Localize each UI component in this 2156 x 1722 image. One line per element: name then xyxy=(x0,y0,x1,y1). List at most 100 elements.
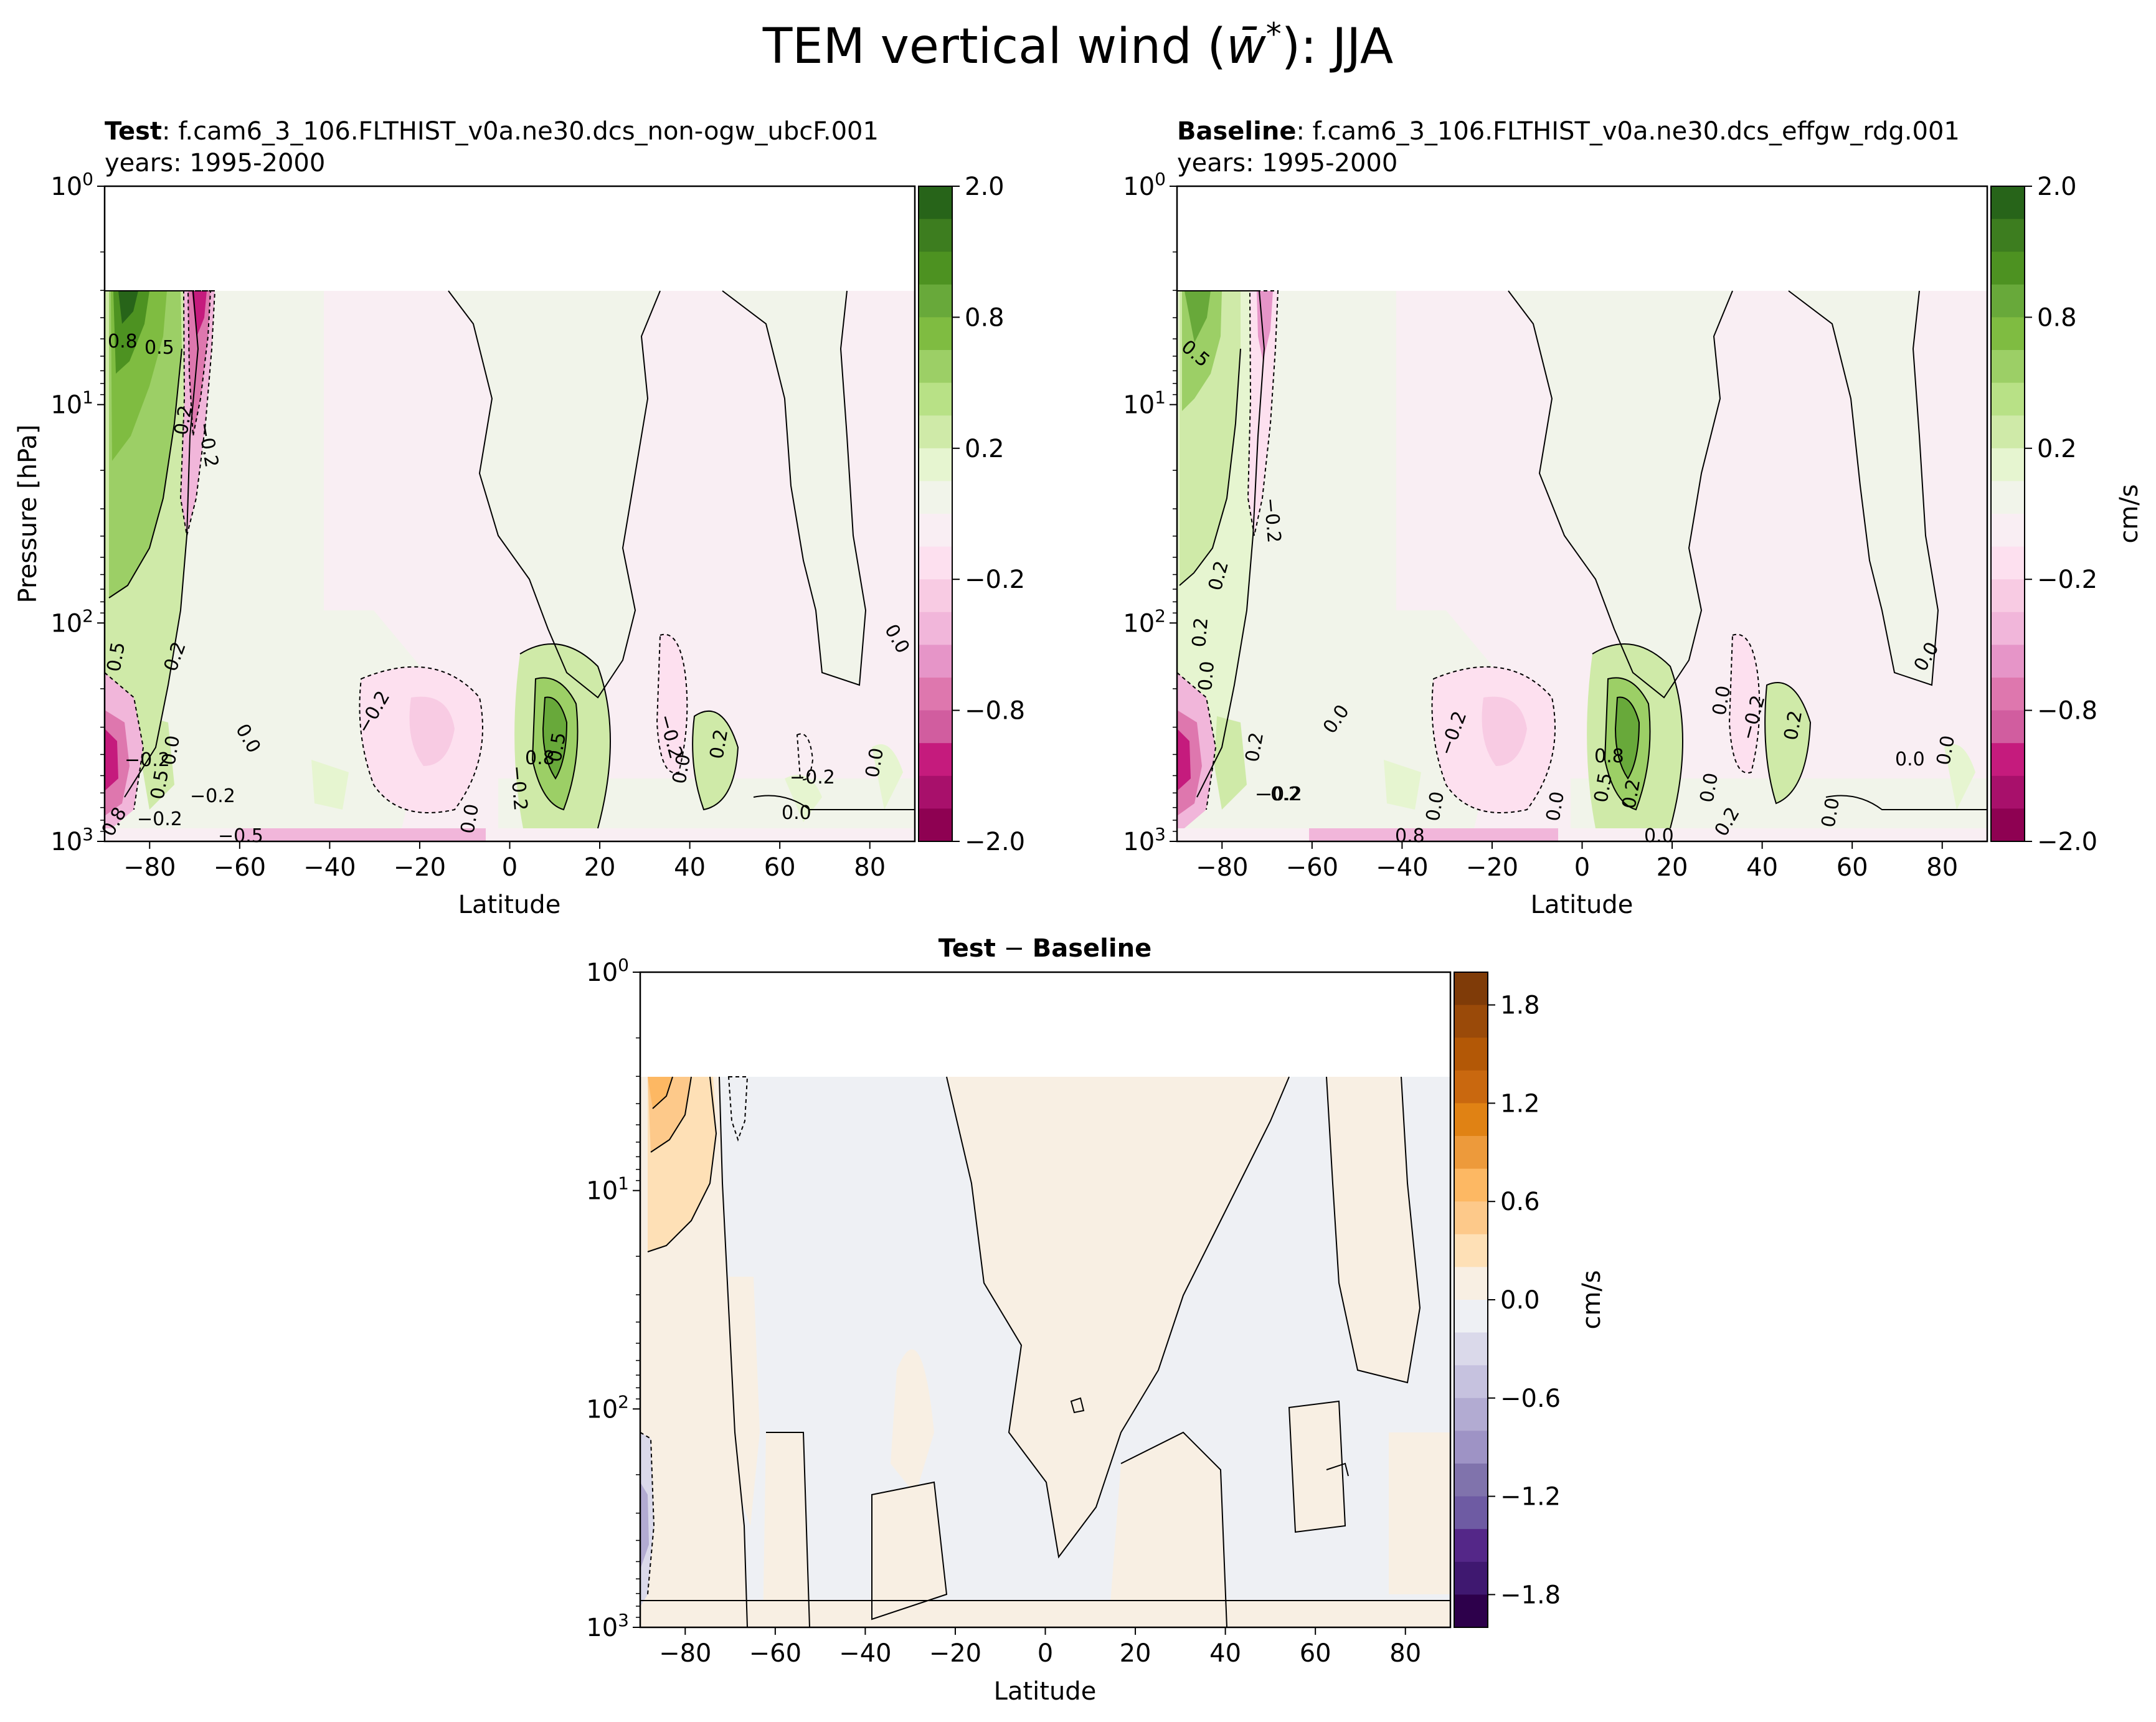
x-tick-label: 80 xyxy=(1926,853,1958,882)
y-tick-label: 102 xyxy=(586,1391,629,1424)
y-tick-label: 100 xyxy=(50,169,93,202)
colorbar-swatch xyxy=(919,743,952,777)
diff-colorbar-label: cm/s xyxy=(1577,1270,1606,1329)
colorbar-swatch xyxy=(1454,972,1488,1006)
baseline-clabel: 0.5 xyxy=(1590,771,1617,804)
colorbar-swatch xyxy=(919,678,952,711)
x-tick-label: 20 xyxy=(584,853,616,882)
colorbar-swatch xyxy=(1991,350,2025,384)
x-tick-label: 0 xyxy=(1038,1639,1053,1668)
y-tick-label: 101 xyxy=(50,387,93,420)
x-tick-label: −40 xyxy=(303,853,356,882)
colorbar-swatch xyxy=(1991,481,2025,514)
x-tick-label: 40 xyxy=(674,853,706,882)
baseline-clabel: 0.0 xyxy=(1542,790,1569,823)
test-clabel: 0.8 xyxy=(108,331,138,352)
baseline-clabel: 0.8 xyxy=(1594,745,1624,767)
y-tick-label: 100 xyxy=(586,955,629,988)
colorbar-tick-label: −0.8 xyxy=(965,697,1025,726)
colorbar-swatch xyxy=(1454,1431,1488,1464)
colorbar-swatch xyxy=(1991,415,2025,449)
baseline-clabel: 0.8 xyxy=(1395,825,1425,847)
test-clabel: −0.2 xyxy=(190,785,235,807)
colorbar-tick-label: −0.8 xyxy=(2037,697,2097,726)
test-clabel: −0.2 xyxy=(125,749,170,771)
colorbar-swatch xyxy=(1991,252,2025,285)
colorbar-swatch xyxy=(919,546,952,580)
diff-x-axis: −80 −60 −40 −20 0 20 40 60 80 xyxy=(659,1627,1421,1668)
test-clabel: 0.5 xyxy=(103,640,130,673)
colorbar-swatch xyxy=(1454,1267,1488,1300)
x-tick-label: −20 xyxy=(1466,853,1518,882)
x-tick-label: 20 xyxy=(1657,853,1688,882)
colorbar-swatch xyxy=(919,448,952,481)
colorbar-swatch xyxy=(1991,710,2025,744)
diff-field xyxy=(640,972,1450,1627)
y-tick-label: 103 xyxy=(50,824,93,857)
colorbar-swatch xyxy=(1454,1496,1488,1530)
test-colorbar: 2.0 0.8 0.2 −0.2 −0.8 −2.0 xyxy=(918,173,1025,856)
colorbar-tick-label: 0.0 xyxy=(1500,1286,1540,1315)
baseline-x-label: Latitude xyxy=(1531,891,1634,919)
test-clabel: −0.2 xyxy=(137,808,182,830)
x-tick-label: −80 xyxy=(1196,853,1248,882)
colorbar-swatch xyxy=(1454,1103,1488,1137)
colorbar-swatch xyxy=(1454,1561,1488,1595)
colorbar-swatch xyxy=(919,317,952,351)
colorbar-swatch xyxy=(1454,1464,1488,1497)
colorbar-tick-label: 0.6 xyxy=(1500,1188,1540,1216)
colorbar-swatch xyxy=(1991,219,2025,252)
test-clabel: −0.5 xyxy=(218,825,263,847)
colorbar-swatch xyxy=(919,514,952,547)
colorbar-frame xyxy=(918,186,953,842)
test-x-axis: −80 −60 −40 −20 0 20 40 60 80 xyxy=(123,841,886,882)
test-clabel: 0.8 xyxy=(525,747,555,769)
diff-colorbar: 1.8 1.2 0.6 0.0 −0.6 −1.2 −1.8 xyxy=(1454,972,1561,1628)
test-clabel: 0.5 xyxy=(544,731,570,764)
colorbar-swatch xyxy=(919,382,952,416)
x-tick-label: 60 xyxy=(1300,1639,1331,1668)
test-clabel: 0.2 xyxy=(170,404,197,437)
colorbar-swatch xyxy=(919,808,952,842)
colorbar-swatch xyxy=(1454,1529,1488,1563)
colorbar-tick-label: 2.0 xyxy=(2037,173,2077,201)
x-tick-label: −60 xyxy=(749,1639,801,1668)
colorbar-swatch xyxy=(1991,775,2025,809)
x-tick-label: 80 xyxy=(854,853,886,882)
test-clabel: −0.2 xyxy=(790,767,835,788)
x-tick-label: 60 xyxy=(764,853,796,882)
colorbar-swatch xyxy=(1454,1234,1488,1267)
baseline-clabel: 0.0 xyxy=(1194,660,1219,692)
colorbar-tick-label: −2.0 xyxy=(965,828,1025,856)
colorbar-swatch xyxy=(919,186,952,220)
colorbar-swatch xyxy=(919,645,952,678)
colorbar-swatch xyxy=(919,219,952,252)
test-clabel: 0.5 xyxy=(146,768,173,801)
x-tick-label: −40 xyxy=(839,1639,891,1668)
colorbar-swatch xyxy=(1454,1300,1488,1333)
x-tick-label: 20 xyxy=(1120,1639,1151,1668)
colorbar-swatch xyxy=(1991,284,2025,318)
baseline-clabel: 0.2 xyxy=(1780,709,1807,742)
colorbar-swatch xyxy=(919,710,952,744)
baseline-y-axis: 100 101 102 103 xyxy=(1123,169,1177,856)
colorbar-swatch xyxy=(1991,382,2025,416)
x-tick-label: −20 xyxy=(929,1639,981,1668)
main-colorbar-label: cm/s xyxy=(2115,484,2144,543)
colorbar-tick-label: 0.2 xyxy=(965,435,1005,463)
baseline-clabel: 0.0 xyxy=(1644,825,1674,847)
baseline-clabel: 0.0 xyxy=(1817,796,1844,829)
colorbar-swatch xyxy=(1454,1168,1488,1202)
panel-baseline-subtitle: years: 1995-2000 xyxy=(1177,149,1397,177)
x-tick-label: −60 xyxy=(1286,853,1338,882)
colorbar-swatch xyxy=(919,415,952,449)
panel-baseline: Baseline: f.cam6_3_106.FLTHIST_v0a.ne30.… xyxy=(1123,117,1988,919)
colorbar-tick-label: −1.2 xyxy=(1500,1483,1561,1511)
colorbar-swatch xyxy=(919,579,952,613)
colorbar-tick-label: −0.2 xyxy=(965,565,1025,594)
colorbar-swatch xyxy=(1454,1398,1488,1431)
x-tick-label: 80 xyxy=(1389,1639,1421,1668)
colorbar-swatch xyxy=(1454,1136,1488,1170)
test-x-label: Latitude xyxy=(458,891,561,919)
